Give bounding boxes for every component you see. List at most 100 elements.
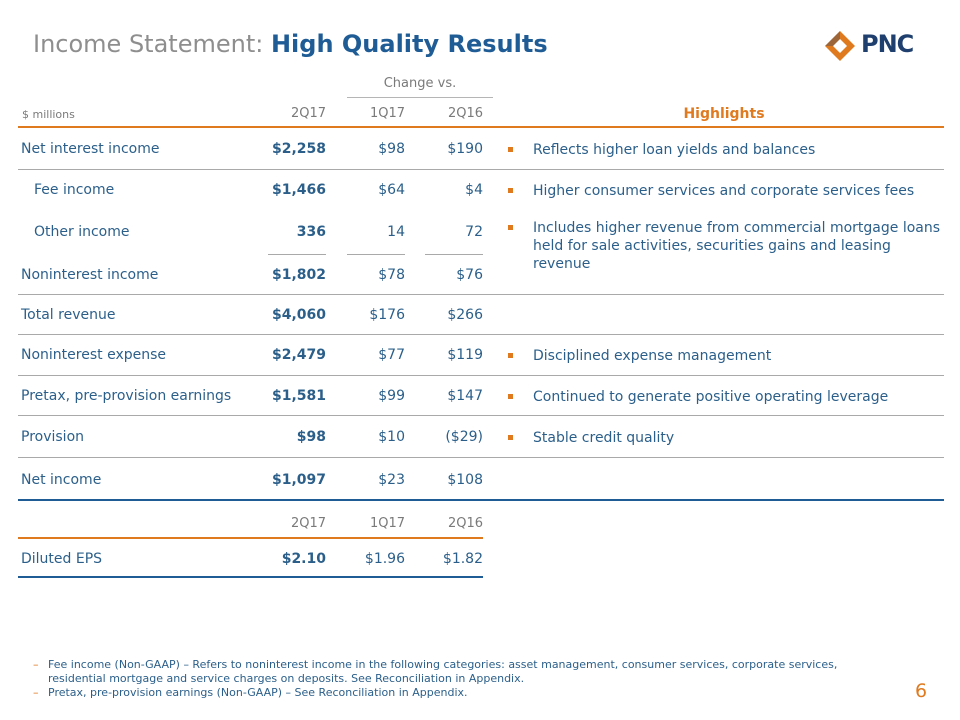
value-2q17: $4,060 (271, 307, 326, 323)
row-label: Noninterest expense (21, 347, 167, 363)
value-1q17: $99 (378, 388, 405, 404)
value-1q17: $176 (369, 307, 405, 323)
highlight-text: Stable credit quality (533, 430, 675, 446)
value-2q16: $147 (447, 388, 483, 404)
row-label: Total revenue (21, 307, 116, 323)
eps-value-2q16: $1.82 (442, 551, 483, 567)
footnote-text: Pretax, pre-provision earnings (Non-GAAP… (48, 686, 468, 699)
col-header-1q17: 1Q17 (369, 106, 405, 121)
value-2q16: 72 (465, 224, 483, 240)
value-2q16: $190 (447, 141, 483, 157)
units-label: $ millions (22, 108, 75, 121)
value-2q17: $1,581 (271, 388, 326, 404)
value-2q17: 336 (296, 224, 326, 240)
footnotes: – Fee income (Non-GAAP) – Refers to noni… (33, 658, 883, 700)
value-2q16: $4 (465, 182, 483, 198)
header-rule (18, 126, 944, 128)
value-2q17: $98 (296, 429, 326, 445)
footnote-text: Fee income (Non-GAAP) – Refers to nonint… (48, 658, 838, 685)
value-2q16: $108 (447, 472, 483, 488)
table-row: Pretax, pre-provision earnings $1,581 $9… (0, 388, 960, 408)
subtotal-rule (347, 254, 405, 255)
pnc-logo-mark-icon (825, 31, 855, 61)
value-1q17: $10 (378, 429, 405, 445)
highlight-item: Stable credit quality (508, 429, 948, 447)
value-2q17: $2,479 (271, 347, 326, 363)
logo-text: PNC (861, 30, 914, 58)
table-row: Noninterest income $1,802 $78 $76 (0, 267, 960, 287)
title-bold: High Quality Results (270, 30, 548, 58)
value-1q17: $23 (378, 472, 405, 488)
eps-value-1q17: $1.96 (364, 551, 405, 567)
row-label: Net interest income (21, 141, 160, 157)
eps-label: Diluted EPS (21, 551, 103, 567)
eps-row: Diluted EPS $2.10 $1.96 $1.82 (0, 551, 960, 571)
value-1q17: $64 (378, 182, 405, 198)
bullet-icon (508, 353, 513, 358)
value-1q17: $78 (378, 267, 405, 283)
eps-col-header-1q17: 1Q17 (369, 516, 405, 531)
row-label: Fee income (34, 182, 115, 198)
row-label: Pretax, pre-provision earnings (21, 388, 232, 404)
value-2q17: $1,097 (271, 472, 326, 488)
table-row: Provision $98 $10 ($29) (0, 429, 960, 449)
table-row: Total revenue $4,060 $176 $266 (0, 307, 960, 327)
highlight-item: Higher consumer services and corporate s… (508, 182, 948, 200)
row-label: Net income (21, 472, 102, 488)
highlight-item: Continued to generate positive operating… (508, 388, 948, 406)
row-divider (18, 169, 944, 170)
eps-value-2q17: $2.10 (281, 551, 326, 567)
highlight-item: Reflects higher loan yields and balances (508, 141, 948, 159)
value-2q17: $2,258 (271, 141, 326, 157)
bullet-icon (508, 394, 513, 399)
col-header-2q17: 2Q17 (290, 106, 326, 121)
eps-header-rule (18, 537, 483, 539)
bullet-icon (508, 225, 513, 230)
eps-col-header-2q16: 2Q16 (447, 516, 483, 531)
value-1q17: $98 (378, 141, 405, 157)
highlight-text: Disciplined expense management (533, 348, 772, 364)
title-light: Income Statement: (33, 30, 271, 58)
change-vs-header: Change vs. (383, 76, 457, 91)
slide-title: Income Statement: High Quality Results (33, 30, 548, 58)
subtotal-rule (268, 254, 326, 255)
table-row: Net interest income $2,258 $98 $190 (0, 141, 960, 161)
value-1q17: 14 (387, 224, 405, 240)
row-divider (18, 375, 944, 376)
change-vs-rule (347, 97, 493, 98)
value-2q16: $119 (447, 347, 483, 363)
table-row: Other income 336 14 72 (0, 224, 960, 244)
value-2q17: $1,802 (271, 267, 326, 283)
row-divider (18, 457, 944, 458)
row-label: Other income (34, 224, 130, 240)
highlight-text: Continued to generate positive operating… (533, 389, 889, 405)
table-row: Noninterest expense $2,479 $77 $119 (0, 347, 960, 367)
row-label: Noninterest income (21, 267, 159, 283)
bullet-icon (508, 188, 513, 193)
row-label: Provision (21, 429, 85, 445)
row-divider (18, 294, 944, 295)
footnote: – Pretax, pre-provision earnings (Non-GA… (33, 686, 883, 700)
highlight-text: Higher consumer services and corporate s… (533, 183, 915, 199)
footnote-dash: – (33, 658, 39, 671)
subtotal-rule (425, 254, 483, 255)
value-1q17: $77 (378, 347, 405, 363)
table-row: Fee income $1,466 $64 $4 (0, 182, 960, 202)
highlight-text: Reflects higher loan yields and balances (533, 142, 816, 158)
highlights-header: Highlights (683, 106, 765, 122)
eps-bottom-rule (18, 576, 483, 578)
bullet-icon (508, 435, 513, 440)
pnc-logo: PNC (823, 30, 933, 62)
row-divider (18, 334, 944, 335)
highlight-item: Includes higher revenue from commercial … (508, 219, 948, 273)
highlight-item: Disciplined expense management (508, 347, 948, 365)
row-divider (18, 415, 944, 416)
value-2q16: $266 (447, 307, 483, 323)
page-number: 6 (915, 680, 928, 702)
footnote-dash: – (33, 686, 39, 699)
table-bottom-rule (18, 499, 944, 501)
table-row: Net income $1,097 $23 $108 (0, 472, 960, 492)
footnote: – Fee income (Non-GAAP) – Refers to noni… (33, 658, 883, 686)
bullet-icon (508, 147, 513, 152)
col-header-2q16: 2Q16 (447, 106, 483, 121)
